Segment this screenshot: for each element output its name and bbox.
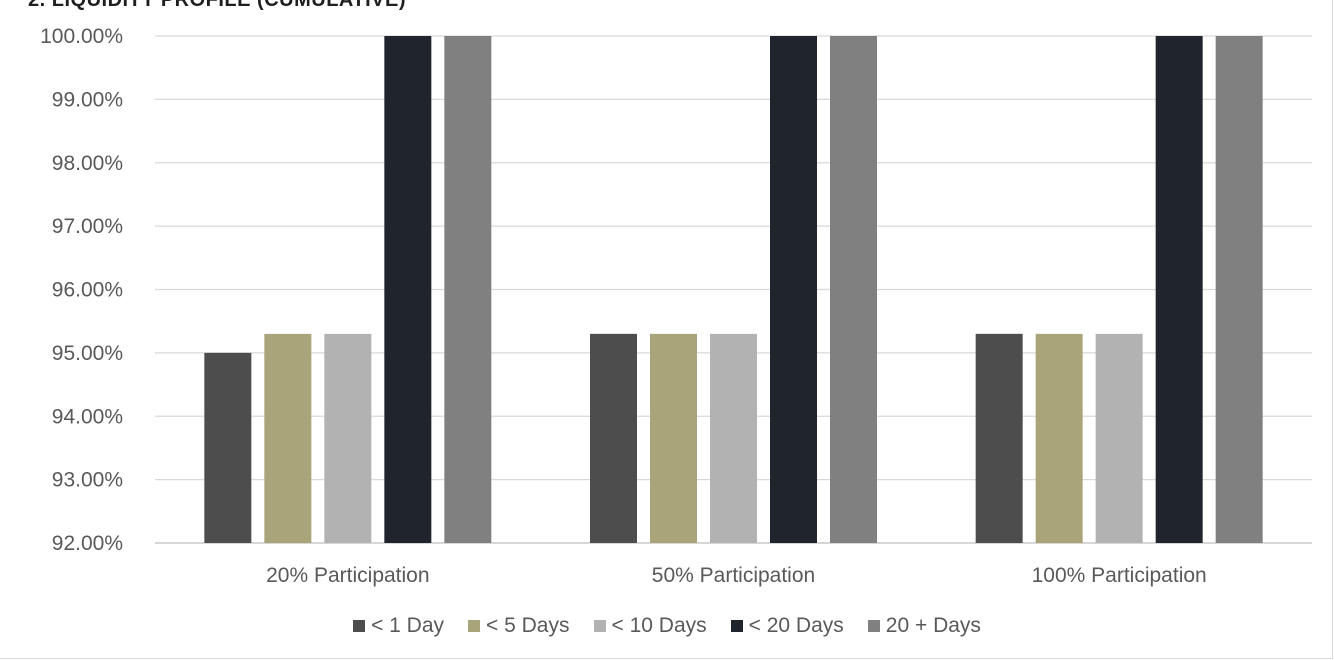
- bar: [384, 36, 432, 543]
- y-tick-label: 93.00%: [52, 469, 123, 492]
- bar: [444, 36, 492, 543]
- bar: [710, 333, 757, 543]
- y-tick-label: 99.00%: [52, 88, 123, 111]
- y-tick-label: 96.00%: [52, 279, 123, 302]
- legend-label: < 5 Days: [486, 614, 570, 637]
- bar: [1215, 36, 1263, 543]
- chart-title: 2. LIQUIDITY PROFILE (CUMULATIVE): [28, 0, 406, 11]
- bar: [830, 36, 877, 543]
- legend-label: 20 + Days: [885, 614, 981, 637]
- y-tick-label: 95.00%: [52, 342, 123, 365]
- bar: [590, 333, 637, 543]
- bar: [1155, 36, 1203, 543]
- y-tick-label: 100.00%: [40, 25, 123, 48]
- legend-label: < 20 Days: [748, 614, 844, 637]
- legend-item: < 5 Days: [468, 614, 570, 638]
- bar-chart: 92.00% 93.00% 94.00% 95.00% 96.00% 97.00% 98.0…: [40, 25, 1312, 587]
- bar: [264, 333, 312, 543]
- legend-label: < 10 Days: [611, 614, 707, 637]
- bar: [324, 333, 372, 543]
- x-category-label: 50% Participation: [652, 564, 815, 587]
- legend-swatch: [468, 620, 481, 632]
- y-tick-label: 92.00%: [52, 532, 123, 555]
- legend-item: 20 + Days: [867, 614, 981, 638]
- x-category-label: 20% Participation: [266, 564, 429, 587]
- bars: [204, 36, 1263, 543]
- legend-swatch: [867, 620, 880, 632]
- y-tick-label: 97.00%: [52, 215, 123, 238]
- legend: < 1 Day < 5 Days < 10 Days < 20 Days 20 + Da…: [0, 614, 1334, 638]
- bar: [975, 333, 1023, 543]
- bar: [770, 36, 817, 543]
- legend-swatch: [353, 620, 366, 632]
- x-axis-categories: 20% Participation 50% Participation 100% P…: [266, 564, 1207, 587]
- legend-swatch: [730, 620, 743, 632]
- legend-item: < 1 Day: [353, 614, 444, 638]
- legend-item: < 10 Days: [593, 614, 707, 638]
- legend-item: < 20 Days: [730, 614, 844, 638]
- y-tick-label: 94.00%: [52, 405, 123, 428]
- bar: [650, 333, 697, 543]
- bar: [204, 352, 252, 543]
- y-tick-label: 98.00%: [52, 152, 123, 175]
- legend-swatch: [593, 620, 606, 632]
- bar: [1095, 333, 1143, 543]
- legend-label: < 1 Day: [371, 614, 445, 637]
- x-category-label: 100% Participation: [1032, 564, 1207, 587]
- bar: [1035, 333, 1083, 543]
- y-axis-ticks: 92.00% 93.00% 94.00% 95.00% 96.00% 97.00% 98.0…: [40, 25, 123, 555]
